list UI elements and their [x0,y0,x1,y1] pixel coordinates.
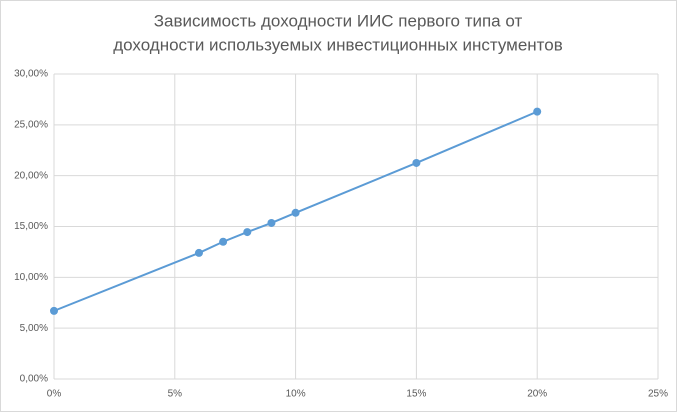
chart-title: доходности используемых инвестиционных и… [113,35,563,54]
x-tick-label: 5% [168,389,183,400]
point [243,228,252,237]
line [53,110,538,312]
y-tick-label: 20,00% [14,170,48,181]
point [291,208,300,217]
point [267,218,276,227]
x-tick-label: 25% [648,389,668,400]
y-tick-label: 25,00% [14,119,48,130]
point [533,107,542,116]
y-tick-label: 5,00% [20,323,48,334]
point [194,248,203,257]
x-tick-label: 15% [406,389,426,400]
chart-title: Зависимость доходности ИИС первого типа … [154,11,523,30]
y-tick-label: 10,00% [14,272,48,283]
point [412,158,421,167]
x-tick-label: 20% [527,389,547,400]
y-tick-label: 15,00% [14,221,48,232]
y-tick-label: 0,00% [20,374,48,385]
y-tick-label: 30,00% [14,69,48,80]
x-tick-label: 0% [47,389,62,400]
x-tick-label: 10% [286,389,306,400]
point [219,237,228,246]
point [50,306,58,315]
